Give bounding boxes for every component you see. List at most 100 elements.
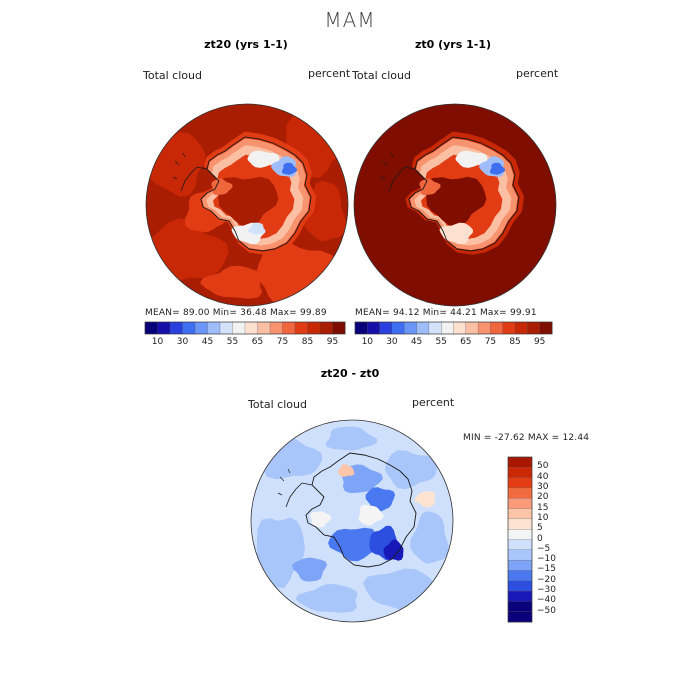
colorbar-tick-label: −50 bbox=[537, 605, 556, 616]
map-border bbox=[145, 103, 349, 307]
panel1-stats: MEAN= 89.00 Min= 36.48 Max= 99.89 bbox=[145, 308, 327, 318]
colorbar-tick-label: 20 bbox=[537, 492, 549, 503]
colorbar-tick-label: −30 bbox=[537, 585, 556, 596]
colorbar-swatch bbox=[507, 508, 533, 520]
island-outline bbox=[380, 152, 394, 180]
peninsula-outline bbox=[180, 166, 208, 192]
colorbar-tick-label: 5 bbox=[537, 523, 543, 534]
map-interior bbox=[426, 176, 487, 227]
colorbar-swatch bbox=[441, 321, 454, 335]
colorbar-swatch bbox=[507, 518, 533, 530]
map-low-patch bbox=[281, 162, 297, 175]
colorbar-swatch bbox=[507, 477, 533, 489]
colorbar-tick-label: 30 bbox=[386, 337, 398, 347]
colorbar-swatch bbox=[507, 611, 533, 623]
panel1-right-label: percent bbox=[308, 67, 351, 80]
map-contour-patch bbox=[325, 426, 378, 451]
colorbar-swatch bbox=[332, 321, 346, 335]
colorbar-tick-label: 45 bbox=[410, 337, 423, 347]
panel2-colorbar-ticks: 10 30 45 55 65 75 85 95 bbox=[355, 337, 552, 349]
map-contour-patch bbox=[358, 504, 384, 526]
colorbar-swatch bbox=[490, 321, 504, 335]
colorbar-frame bbox=[144, 321, 346, 335]
map-interior bbox=[218, 176, 279, 227]
colorbar-swatch bbox=[507, 559, 533, 571]
colorbar-swatch bbox=[194, 321, 208, 335]
colorbar-tick-label: 10 bbox=[361, 337, 374, 347]
colorbar-tick-label: 55 bbox=[435, 337, 447, 347]
map-contour-patch bbox=[337, 464, 355, 477]
coastline bbox=[305, 452, 417, 568]
coastline bbox=[408, 136, 520, 252]
map-contour-patch bbox=[414, 491, 436, 508]
map-contour-patch bbox=[292, 557, 328, 582]
panel3-colorbar bbox=[507, 456, 533, 623]
colorbar-swatch bbox=[507, 570, 533, 582]
colorbar-tick-label: 30 bbox=[176, 337, 189, 347]
colorbar-tick-label: −10 bbox=[537, 554, 556, 565]
colorbar-tick-label: 15 bbox=[537, 502, 549, 513]
colorbar-tick-label: 30 bbox=[537, 481, 549, 492]
colorbar-tick-label: 65 bbox=[251, 337, 264, 347]
colorbar-tick-label: 75 bbox=[484, 337, 497, 347]
colorbar-swatch bbox=[257, 321, 271, 335]
colorbar-swatch bbox=[354, 321, 368, 335]
colorbar-swatch bbox=[169, 321, 183, 335]
colorbar-swatch bbox=[514, 321, 528, 335]
colorbar-swatch bbox=[507, 467, 533, 479]
colorbar-tick-label: −40 bbox=[537, 595, 556, 606]
panel1-title: zt20 (yrs 1-1) bbox=[204, 38, 288, 51]
colorbar-tick-label: −15 bbox=[537, 564, 556, 575]
colorbar-swatch bbox=[507, 580, 533, 592]
colorbar-swatch bbox=[307, 321, 321, 335]
colorbar-swatch bbox=[294, 321, 308, 335]
season-title: MAM bbox=[324, 8, 376, 32]
colorbar-tick-label: 95 bbox=[326, 337, 339, 347]
map-contour-patch bbox=[384, 450, 437, 490]
island-outline bbox=[277, 468, 291, 496]
colorbar-tick-label: −20 bbox=[537, 574, 556, 585]
map-low-patch bbox=[211, 178, 233, 196]
panel3-left-label: Total cloud bbox=[248, 398, 307, 411]
panel3-stats: MIN = -27.62 MAX = 12.44 bbox=[463, 433, 590, 443]
colorbar-swatch bbox=[207, 321, 221, 335]
colorbar-swatch bbox=[182, 321, 196, 335]
colorbar-swatch bbox=[219, 321, 233, 335]
colorbar-swatch bbox=[367, 321, 381, 335]
map-contour-patch bbox=[383, 539, 404, 561]
panel1-left-label: Total cloud bbox=[143, 69, 202, 82]
colorbar-swatch bbox=[507, 549, 533, 561]
peninsula-outline bbox=[285, 482, 313, 508]
colorbar-swatch bbox=[507, 601, 533, 613]
colorbar-swatch bbox=[269, 321, 283, 335]
colorbar-swatch bbox=[539, 321, 553, 335]
panel2-stats: MEAN= 94.12 Min= 44.21 Max= 99.91 bbox=[355, 308, 537, 318]
panel1-colorbar-ticks: 10 30 45 55 65 75 85 95 bbox=[145, 337, 345, 349]
map-low-patch bbox=[247, 150, 280, 168]
colorbar-tick-label: 85 bbox=[301, 337, 314, 347]
colorbar-swatch bbox=[507, 498, 533, 510]
colorbar-swatch bbox=[232, 321, 246, 335]
colorbar-swatch bbox=[404, 321, 418, 335]
colorbar-tick-label: 85 bbox=[509, 337, 521, 347]
map-border bbox=[250, 419, 454, 623]
colorbar-swatch bbox=[477, 321, 491, 335]
map-contour-patch bbox=[310, 511, 332, 528]
map-contour-patch bbox=[200, 265, 263, 299]
colorbar-swatch bbox=[465, 321, 479, 335]
colorbar-swatch bbox=[144, 321, 158, 335]
map-border bbox=[353, 103, 557, 307]
panel2-left-label: Total cloud bbox=[352, 69, 411, 82]
panel1-map bbox=[145, 103, 349, 307]
panel1-colorbar bbox=[144, 321, 346, 335]
panel2-right-label: percent bbox=[516, 67, 559, 80]
colorbar-tick-label: 55 bbox=[226, 337, 239, 347]
panel2-map bbox=[353, 103, 557, 307]
colorbar-tick-label: 10 bbox=[537, 512, 549, 523]
colorbar-frame bbox=[507, 456, 533, 623]
panel3-map bbox=[250, 419, 454, 623]
panel2-title: zt0 (yrs 1-1) bbox=[414, 38, 492, 51]
colorbar-swatch bbox=[416, 321, 430, 335]
colorbar-tick-label: 0 bbox=[537, 533, 543, 544]
colorbar-frame bbox=[354, 321, 553, 335]
